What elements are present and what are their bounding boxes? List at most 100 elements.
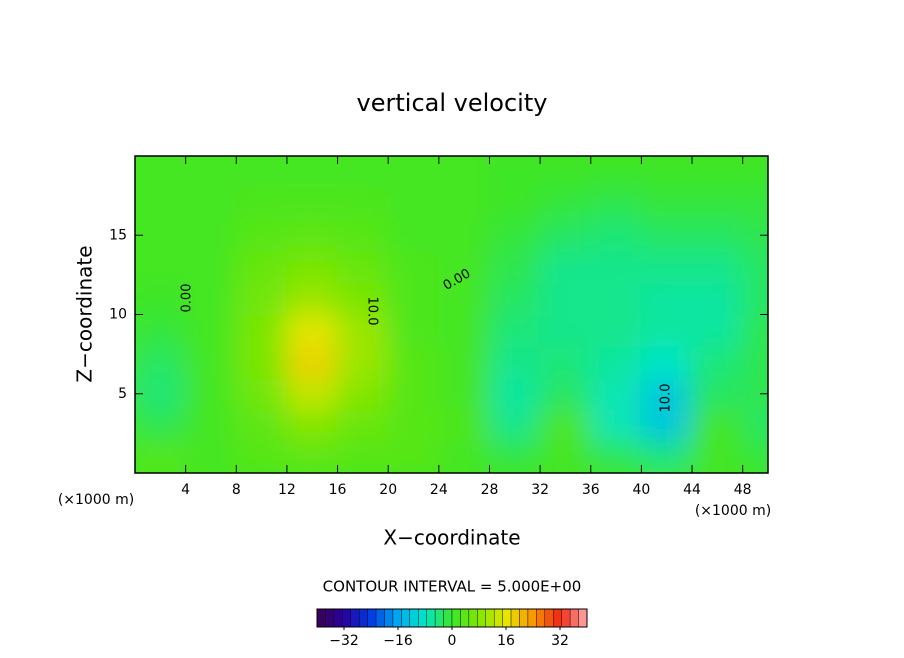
- field-cell: [539, 156, 592, 189]
- field-cell: [235, 440, 288, 473]
- field-cell: [285, 250, 339, 284]
- colorbar-swatch: [409, 608, 419, 628]
- field-cell: [640, 376, 694, 411]
- field-cell: [235, 345, 288, 379]
- x-tick-label: 4: [181, 482, 190, 498]
- field-cell: [135, 218, 187, 253]
- field-cell: [437, 186, 491, 221]
- field-cell: [741, 345, 768, 379]
- field-cell: [336, 408, 390, 443]
- field-cell: [285, 281, 339, 316]
- field-cell: [640, 281, 694, 316]
- colorbar-swatch: [468, 608, 478, 628]
- colorbar-swatch: [527, 608, 537, 628]
- field-cell: [336, 218, 390, 253]
- colorbar-swatch: [434, 608, 444, 628]
- field-cell: [184, 440, 238, 473]
- field-cell: [336, 440, 390, 473]
- colorbar-tick-label: 0: [448, 633, 457, 649]
- field-cell: [589, 156, 643, 189]
- field-cell: [184, 376, 238, 411]
- field-cell: [285, 376, 339, 411]
- field-cell: [488, 313, 542, 348]
- field-cell: [741, 281, 768, 316]
- contour-label: 0.00: [180, 284, 195, 313]
- field-cell: [437, 345, 491, 379]
- field-cell: [640, 313, 694, 348]
- field-cell: [184, 408, 238, 443]
- field-cell: [741, 186, 768, 221]
- colorbar-swatch: [367, 608, 377, 628]
- field-cell: [437, 218, 491, 253]
- field-cell: [741, 250, 768, 284]
- field-cell: [184, 313, 238, 348]
- field-cell: [691, 186, 744, 221]
- field-cell: [488, 281, 542, 316]
- field-cell: [235, 218, 288, 253]
- field-cell: [539, 408, 592, 443]
- field-cell: [640, 250, 694, 284]
- field-cell: [488, 250, 542, 284]
- contour-label: 10.0: [365, 297, 380, 326]
- x-tick-label: 44: [683, 482, 701, 498]
- colorbar-swatch: [426, 608, 436, 628]
- colorbar-swatch: [350, 608, 360, 628]
- contour-note: CONTOUR INTERVAL = 5.000E+00: [323, 578, 582, 596]
- field-cell: [539, 250, 592, 284]
- colorbar-swatch: [485, 608, 495, 628]
- colorbar-swatch: [493, 608, 503, 628]
- field-cell: [488, 345, 542, 379]
- field-cell: [539, 440, 592, 473]
- x-tick-label: 36: [582, 482, 600, 498]
- field-cell: [437, 156, 491, 189]
- field-cell: [336, 313, 390, 348]
- field-cell: [184, 156, 238, 189]
- colorbar-swatch: [578, 608, 588, 628]
- field-cell: [640, 186, 694, 221]
- colorbar-swatch: [460, 608, 470, 628]
- field-cell: [336, 345, 390, 379]
- field-cell: [691, 440, 744, 473]
- field-cell: [184, 218, 238, 253]
- field-cell: [589, 218, 643, 253]
- field-cell: [285, 218, 339, 253]
- field-cell: [135, 156, 187, 189]
- field-cell: [589, 281, 643, 316]
- field-cell: [741, 156, 768, 189]
- y-axis-label: Z−coordinate: [73, 245, 97, 382]
- field-cell: [135, 186, 187, 221]
- x-tick-label: 48: [734, 482, 752, 498]
- colorbar-tick-label: −16: [383, 633, 413, 649]
- field-cell: [336, 250, 390, 284]
- field-cell: [235, 186, 288, 221]
- field-cell: [235, 156, 288, 189]
- colorbar-swatch: [375, 608, 385, 628]
- colorbar-tick-label: −32: [329, 633, 359, 649]
- x-tick-label: 40: [632, 482, 650, 498]
- field-cell: [488, 408, 542, 443]
- colorbar-swatch: [510, 608, 520, 628]
- field-cell: [539, 376, 592, 411]
- field-cell: [336, 376, 390, 411]
- y-tick-label: 10: [109, 307, 127, 323]
- field-cell: [741, 408, 768, 443]
- field-cell: [539, 313, 592, 348]
- field-cell: [691, 156, 744, 189]
- x-tick-label: 28: [481, 482, 499, 498]
- field-cell: [640, 218, 694, 253]
- field-cell: [488, 440, 542, 473]
- field-cell: [691, 218, 744, 253]
- colorbar-swatch: [519, 608, 529, 628]
- field-cell: [488, 218, 542, 253]
- field-cell: [235, 376, 288, 411]
- field-cell: [488, 376, 542, 411]
- colorbar-tick-label: 32: [551, 633, 569, 649]
- y-tick-label: 15: [109, 227, 127, 243]
- field-cell: [589, 376, 643, 411]
- field-cell: [437, 440, 491, 473]
- field-cell: [387, 440, 440, 473]
- colorbar-swatch: [553, 608, 562, 628]
- field: [135, 156, 768, 473]
- field-cell: [437, 281, 491, 316]
